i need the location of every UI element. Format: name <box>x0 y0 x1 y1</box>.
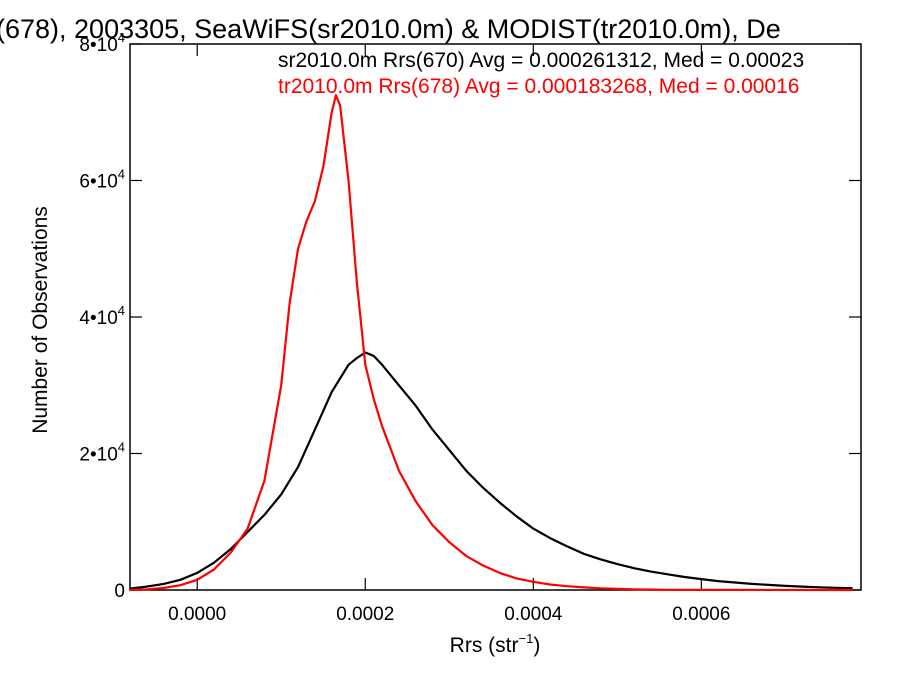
x-tick-label: 0.0004 <box>504 604 563 625</box>
y-tick-mantissa: 8•10 <box>79 35 117 56</box>
y-tick-exponent: 4 <box>118 440 125 455</box>
x-axis-label: Rrs (str−1) <box>450 631 541 657</box>
x-tick-label: 0.0006 <box>672 604 730 625</box>
y-tick-mantissa: 6•10 <box>79 172 117 193</box>
chart-title: (678), 2003305, SeaWiFS(sr2010.0m) & MOD… <box>0 14 781 44</box>
y-tick-label: 2•104 <box>79 440 125 466</box>
series-line-0 <box>129 351 853 590</box>
y-tick-label: 8•104 <box>79 30 125 56</box>
x-axis-label-main: Rrs (str <box>450 634 519 657</box>
series-lines <box>129 94 853 592</box>
x-tick-label: 0.0000 <box>168 604 226 625</box>
axis-tick-labels: 0.0000 0.0002 0.0004 0.000602•1044•1046•104… <box>79 30 730 625</box>
y-tick-label: 0 <box>114 581 125 602</box>
x-axis-label-superscript: −1 <box>519 631 534 646</box>
y-tick-exponent: 4 <box>118 30 125 45</box>
y-tick-label: 6•104 <box>79 167 125 193</box>
legend-entry-1: tr2010.0m Rrs(678) Avg = 0.000183268, Me… <box>278 75 799 98</box>
legend-entry-0: sr2010.0m Rrs(670) Avg = 0.000261312, Me… <box>278 49 804 72</box>
y-tick-label: 4•104 <box>79 303 125 329</box>
y-tick-mantissa: 2•10 <box>79 445 117 466</box>
x-axis-label-end: ) <box>533 634 540 657</box>
legend: sr2010.0m Rrs(670) Avg = 0.000261312, Me… <box>278 49 804 98</box>
y-tick-mantissa: 0 <box>114 581 125 602</box>
axis-ticks <box>130 43 861 591</box>
series-line-1 <box>129 94 853 592</box>
y-axis-label: Number of Observations <box>29 206 52 434</box>
y-tick-exponent: 4 <box>118 167 125 182</box>
y-tick-mantissa: 4•10 <box>79 308 117 329</box>
x-tick-label: 0.0002 <box>336 604 394 625</box>
plot-frame <box>129 43 862 591</box>
y-tick-exponent: 4 <box>118 303 125 318</box>
